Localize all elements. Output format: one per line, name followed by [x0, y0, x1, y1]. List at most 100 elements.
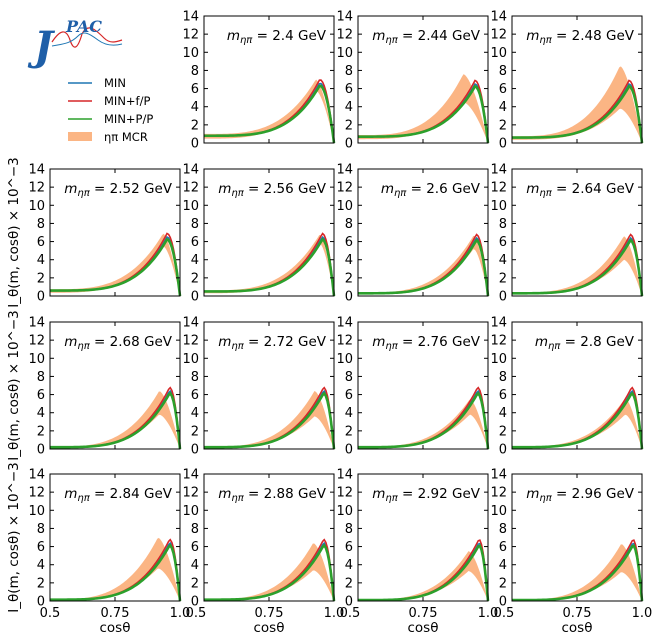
y-tick-label: 4 — [345, 253, 353, 268]
y-tick-label: 8 — [191, 64, 199, 79]
mass-value: = 2.96 GeV — [552, 486, 635, 502]
x-axis-label: cosθ — [408, 620, 439, 636]
panel-mass-label: mηπ = 2.68 GeV — [64, 334, 173, 352]
mass-subscript: ηπ — [231, 493, 244, 504]
y-tick-label: 10 — [182, 199, 199, 214]
y-tick-label: 8 — [345, 64, 353, 79]
y-tick-label: 6 — [37, 388, 45, 403]
min-pp-line — [512, 238, 644, 297]
x-tick-label: 0.5 — [186, 606, 207, 621]
y-tick-label: 0 — [191, 290, 199, 305]
x-tick-label: 0.5 — [340, 606, 361, 621]
y-axis-label: I_θ(m, cosθ) × 10^−3 — [6, 310, 22, 461]
min-fp-line — [204, 79, 335, 144]
y-tick-label: 12 — [336, 181, 353, 196]
mass-value: = 2.44 GeV — [398, 28, 481, 44]
panel-mass-label: mηπ = 2.48 GeV — [526, 28, 635, 46]
x-tick-label: 0.75 — [409, 606, 438, 621]
y-tick-label: 8 — [499, 522, 507, 537]
mass-value: = 2.52 GeV — [90, 181, 173, 197]
jpac-logo: J PAC — [27, 17, 123, 70]
y-tick-label: 2 — [499, 424, 507, 439]
y-tick-label: 6 — [345, 235, 353, 250]
mass-value: = 2.6 GeV — [406, 181, 480, 197]
y-axis-label: I_θ(m, cosθ) × 10^−3 — [6, 462, 22, 613]
min-pp-line — [50, 391, 182, 450]
x-axis-label: cosθ — [100, 620, 131, 636]
mcr-band — [512, 236, 642, 296]
y-tick-label: 2 — [37, 271, 45, 286]
y-tick-label: 12 — [28, 486, 45, 501]
y-tick-label: 12 — [336, 486, 353, 501]
y-tick-label: 0 — [499, 443, 507, 458]
y-tick-label: 12 — [182, 28, 199, 43]
y-tick-label: 10 — [490, 352, 507, 367]
panel: 0 2 4 6 8 10 12 14 mηπ = 2.68 GeV I_θ(m, cosθ) × … — [6, 310, 182, 461]
y-tick-label: 4 — [499, 100, 507, 115]
y-tick-label: 6 — [499, 82, 507, 97]
y-tick-label: 8 — [37, 217, 45, 232]
y-tick-label: 2 — [37, 576, 45, 591]
panel-mass-label: mηπ = 2.56 GeV — [218, 181, 327, 199]
min-pp-line — [512, 84, 644, 144]
mcr-band — [50, 391, 180, 449]
min-pp-line — [512, 391, 644, 450]
panel: 0 2 4 6 8 10 12 14 mηπ = 2.44 GeV — [336, 10, 490, 152]
panel-mass-label: mηπ = 2.84 GeV — [64, 486, 173, 504]
y-tick-label: 2 — [345, 271, 353, 286]
y-tick-label: 10 — [28, 352, 45, 367]
logo-small-letters: PAC — [65, 17, 102, 36]
y-tick-label: 4 — [191, 253, 199, 268]
y-tick-label: 8 — [191, 522, 199, 537]
mass-symbol: m — [64, 486, 77, 502]
y-tick-label: 4 — [499, 253, 507, 268]
y-tick-label: 10 — [490, 504, 507, 519]
legend-label-min-fp: MIN+f/P — [104, 94, 150, 108]
y-tick-label: 0 — [37, 290, 45, 305]
panel-mass-label: mηπ = 2.96 GeV — [526, 486, 635, 504]
y-tick-label: 14 — [336, 316, 353, 331]
y-tick-label: 8 — [191, 217, 199, 232]
y-tick-label: 2 — [191, 424, 199, 439]
x-tick-label: 1.0 — [478, 606, 499, 621]
mass-subscript: ηπ — [77, 341, 90, 352]
mass-symbol: m — [526, 181, 539, 197]
y-tick-label: 0 — [345, 443, 353, 458]
mass-subscript: ηπ — [385, 341, 398, 352]
y-tick-label: 10 — [336, 504, 353, 519]
y-tick-label: 8 — [37, 522, 45, 537]
y-tick-label: 2 — [345, 576, 353, 591]
mass-subscript: ηπ — [539, 35, 552, 46]
y-tick-label: 14 — [490, 163, 507, 178]
y-tick-label: 2 — [191, 118, 199, 133]
mass-value: = 2.68 GeV — [90, 334, 173, 350]
y-tick-label: 4 — [499, 406, 507, 421]
x-tick-label: 0.75 — [563, 606, 592, 621]
y-tick-label: 12 — [28, 181, 45, 196]
panel: 0 2 4 6 8 10 12 14 mηπ = 2.6 GeV — [336, 163, 490, 305]
y-tick-label: 2 — [37, 424, 45, 439]
y-tick-label: 8 — [345, 217, 353, 232]
y-tick-label: 0 — [345, 595, 353, 610]
panel-mass-label: mηπ = 2.44 GeV — [372, 28, 481, 46]
y-tick-label: 0 — [191, 595, 199, 610]
y-tick-label: 12 — [490, 334, 507, 349]
y-tick-label: 6 — [345, 388, 353, 403]
min-pp-line — [50, 237, 182, 297]
mcr-band — [204, 390, 334, 449]
y-tick-label: 10 — [336, 199, 353, 214]
mass-symbol: m — [372, 28, 385, 44]
min-pp-line — [358, 84, 490, 144]
panel: 0 2 4 6 8 10 12 14 mηπ = 2.4 GeV — [182, 10, 336, 152]
y-tick-label: 14 — [182, 468, 199, 483]
min-pp-line — [204, 543, 336, 602]
panel-mass-label: mηπ = 2.76 GeV — [372, 334, 481, 352]
mass-subscript: ηπ — [231, 341, 244, 352]
mass-symbol: m — [381, 181, 394, 197]
panel: 0 2 4 6 8 10 12 14 mηπ = 2.56 GeV — [182, 163, 336, 305]
mass-subscript: ηπ — [240, 35, 253, 46]
mcr-band — [358, 551, 488, 601]
panel: 0 2 4 6 8 10 12 14 mηπ = 2.52 GeV I_θ(m, cosθ) × … — [6, 157, 182, 308]
y-tick-label: 6 — [37, 235, 45, 250]
